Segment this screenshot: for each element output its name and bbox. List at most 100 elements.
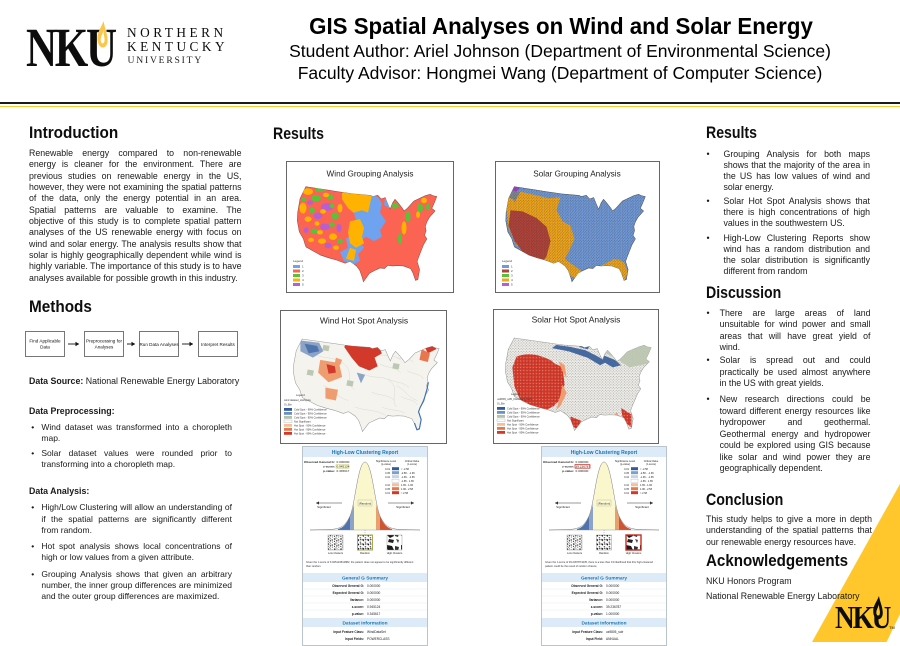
svg-text:z-score:: z-score: bbox=[562, 465, 574, 469]
svg-text:Gi_Bin: Gi_Bin bbox=[497, 402, 505, 406]
svg-text:z-score:: z-score: bbox=[352, 605, 364, 609]
svg-text:0.345617: 0.345617 bbox=[337, 469, 350, 473]
svg-text:Not Significant: Not Significant bbox=[294, 420, 311, 424]
svg-text:us9805_solr: us9805_solr bbox=[606, 630, 624, 634]
svg-text:Input Field:: Input Field: bbox=[586, 637, 603, 641]
svg-text:0.01: 0.01 bbox=[624, 492, 629, 495]
svg-text:0.000000: 0.000000 bbox=[576, 469, 589, 473]
svg-text:< -2.58: < -2.58 bbox=[401, 468, 409, 471]
svg-text:Observed General G:: Observed General G: bbox=[571, 584, 603, 588]
svg-text:-1.65 - 1.65: -1.65 - 1.65 bbox=[640, 480, 653, 483]
svg-text:Gi_Bin: Gi_Bin bbox=[284, 403, 292, 407]
svg-text:0.000000: 0.000000 bbox=[576, 460, 589, 464]
svg-text:General G Summary: General G Summary bbox=[581, 576, 627, 582]
svg-text:0.05: 0.05 bbox=[624, 488, 629, 491]
svg-text:z-score:: z-score: bbox=[591, 605, 603, 609]
svg-text:3: 3 bbox=[511, 274, 513, 278]
svg-text:Cold Spot - 99% Confidence: Cold Spot - 99% Confidence bbox=[294, 408, 327, 412]
svg-text:0.05: 0.05 bbox=[385, 488, 390, 491]
svg-text:Interpret Results: Interpret Results bbox=[201, 342, 235, 347]
svg-text:(Random): (Random) bbox=[598, 501, 611, 505]
svg-text:1.65 - 1.96: 1.65 - 1.96 bbox=[640, 484, 653, 487]
svg-text:Legend: Legend bbox=[511, 392, 520, 396]
svg-text:Cold Spot - 90% Confidence: Cold Spot - 90% Confidence bbox=[507, 415, 540, 419]
svg-text:p-value:: p-value: bbox=[562, 469, 574, 473]
svg-text:Solar Hot Spot Analysis: Solar Hot Spot Analysis bbox=[532, 315, 621, 325]
svg-text:Legend: Legend bbox=[296, 393, 305, 397]
svg-text:Wind Hot Spot Analysis: Wind Hot Spot Analysis bbox=[320, 316, 408, 326]
svg-text:5: 5 bbox=[511, 283, 513, 287]
svg-text:0.945124: 0.945124 bbox=[337, 465, 350, 469]
svg-text:Cold Spot - 95% Confidence: Cold Spot - 95% Confidence bbox=[294, 412, 327, 416]
svg-text:WindDataSet: WindDataSet bbox=[367, 630, 386, 634]
svg-text:0.000000: 0.000000 bbox=[367, 598, 381, 602]
svg-text:1: 1 bbox=[511, 265, 513, 269]
svg-text:Critical Value: Critical Value bbox=[644, 460, 659, 463]
svg-text:(Random): (Random) bbox=[359, 501, 372, 505]
svg-text:Cold Spot - 90% Confidence: Cold Spot - 90% Confidence bbox=[294, 416, 327, 420]
svg-text:Expected General G:: Expected General G: bbox=[572, 591, 603, 595]
svg-text:1: 1 bbox=[302, 265, 304, 269]
svg-text:3: 3 bbox=[302, 274, 304, 278]
svg-text:Given the z-score of 0.9451245: Given the z-score of 0.945124512882, the… bbox=[306, 560, 414, 564]
svg-text:0.945124: 0.945124 bbox=[367, 605, 381, 609]
svg-text:> 2.58: > 2.58 bbox=[401, 492, 409, 495]
svg-text:5: 5 bbox=[302, 283, 304, 287]
svg-text:p-value:: p-value: bbox=[591, 612, 603, 616]
svg-text:Dataset Information: Dataset Information bbox=[581, 621, 626, 627]
svg-text:1.96 - 2.58: 1.96 - 2.58 bbox=[640, 488, 653, 491]
svg-text:39.236787: 39.236787 bbox=[576, 465, 591, 469]
svg-text:0.000000: 0.000000 bbox=[606, 598, 620, 602]
svg-text:> 2.58: > 2.58 bbox=[640, 492, 648, 495]
svg-text:Significant: Significant bbox=[317, 505, 331, 509]
svg-text:0.01: 0.01 bbox=[624, 468, 629, 471]
svg-text:z-score:: z-score: bbox=[323, 465, 335, 469]
svg-text:Random: Random bbox=[360, 551, 370, 555]
svg-text:High-Low Clustering Report: High-Low Clustering Report bbox=[332, 450, 399, 456]
svg-text:Expected General G:: Expected General G: bbox=[333, 591, 364, 595]
svg-text:-1.96 - -1.65: -1.96 - -1.65 bbox=[401, 476, 415, 479]
svg-text:p-value:: p-value: bbox=[352, 612, 364, 616]
svg-text:0.01: 0.01 bbox=[385, 468, 390, 471]
svg-text:Find Applicable: Find Applicable bbox=[29, 339, 61, 344]
svg-text:Low Clusters: Low Clusters bbox=[567, 551, 583, 555]
svg-text:1.000000: 1.000000 bbox=[606, 612, 620, 616]
svg-text:Observed General G:: Observed General G: bbox=[304, 460, 335, 464]
svg-text:Observed General G:: Observed General G: bbox=[543, 460, 574, 464]
svg-text:Wind Grouping Analysis: Wind Grouping Analysis bbox=[327, 169, 414, 178]
svg-text:4: 4 bbox=[511, 278, 513, 282]
svg-text:0.10: 0.10 bbox=[624, 484, 629, 487]
svg-text:Variance:: Variance: bbox=[350, 598, 364, 602]
svg-text:0.000000: 0.000000 bbox=[606, 584, 620, 588]
svg-text:-1.96 - -1.65: -1.96 - -1.65 bbox=[640, 476, 654, 479]
svg-text:Analyses: Analyses bbox=[95, 345, 114, 350]
svg-text:0.000000: 0.000000 bbox=[367, 584, 381, 588]
svg-text:High-Low Clustering Report: High-Low Clustering Report bbox=[571, 450, 638, 456]
svg-text:Significant: Significant bbox=[635, 505, 649, 509]
svg-text:< -2.58: < -2.58 bbox=[640, 468, 648, 471]
svg-text:0.10: 0.10 bbox=[385, 484, 390, 487]
svg-text:Low Clusters: Low Clusters bbox=[328, 551, 344, 555]
svg-text:0.345617: 0.345617 bbox=[367, 612, 381, 616]
svg-text:0.000000: 0.000000 bbox=[337, 460, 350, 464]
svg-text:Legend: Legend bbox=[293, 259, 303, 263]
svg-text:Variance:: Variance: bbox=[589, 598, 603, 602]
svg-text:Random: Random bbox=[599, 551, 609, 555]
svg-text:1.96 - 2.58: 1.96 - 2.58 bbox=[401, 488, 414, 491]
svg-text:0.01: 0.01 bbox=[385, 492, 390, 495]
svg-text:pattern could be the result of: pattern could be the result of random ch… bbox=[545, 564, 597, 568]
svg-text:Data: Data bbox=[40, 345, 50, 350]
svg-text:39.236787: 39.236787 bbox=[606, 605, 621, 609]
svg-text:Observed General G:: Observed General G: bbox=[332, 584, 364, 588]
svg-text:2: 2 bbox=[302, 269, 304, 273]
svg-text:0.000000: 0.000000 bbox=[606, 591, 620, 595]
svg-text:Hot Spot - 95% Confidence: Hot Spot - 95% Confidence bbox=[507, 427, 539, 431]
svg-text:General G Summary: General G Summary bbox=[342, 576, 388, 582]
svg-text:High Clusters: High Clusters bbox=[626, 551, 642, 555]
svg-text:0.000000: 0.000000 bbox=[367, 591, 381, 595]
svg-text:-2.58 - -1.96: -2.58 - -1.96 bbox=[640, 472, 654, 475]
svg-text:0.05: 0.05 bbox=[624, 472, 629, 475]
svg-text:p-value:: p-value: bbox=[323, 469, 335, 473]
svg-text:0.10: 0.10 bbox=[624, 476, 629, 479]
svg-text:Hot Spot - 90% Confidence: Hot Spot - 90% Confidence bbox=[507, 423, 539, 427]
